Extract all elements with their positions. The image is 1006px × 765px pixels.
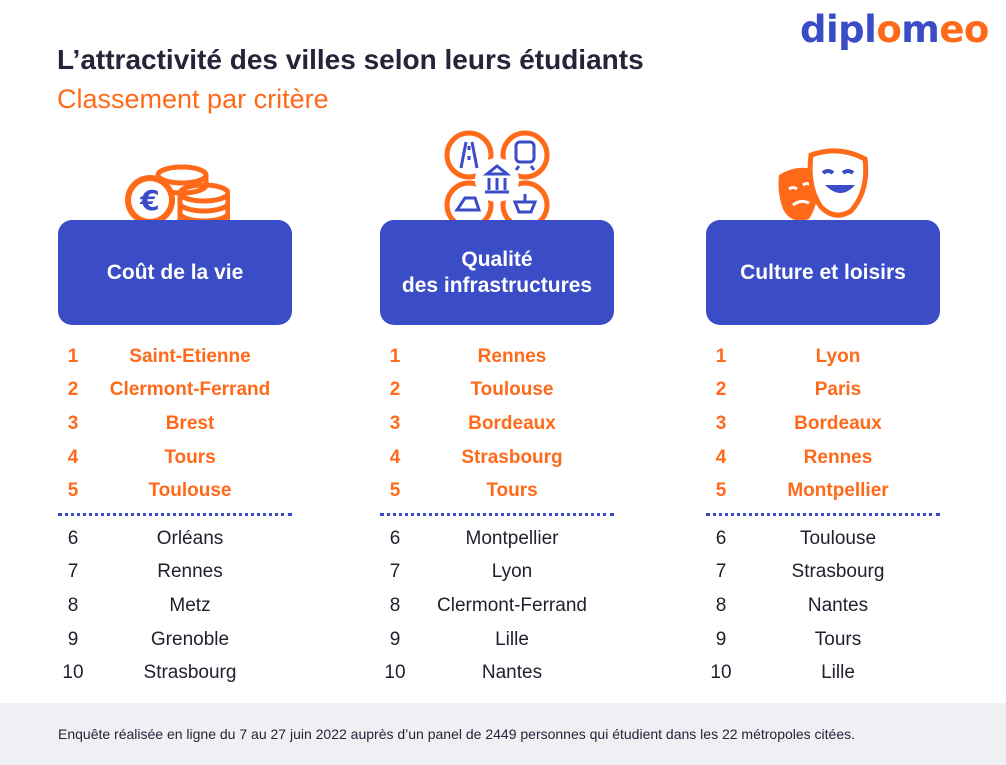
list-item: 3 Bordeaux [715,412,882,434]
list-item: 10 Nantes [384,662,543,684]
list-item: 2 Toulouse [389,379,554,401]
list-item: 8 Clermont-Ferrand [389,594,587,616]
list-item: 4 Rennes [715,446,873,468]
transport-infrastructure-icon [444,130,550,230]
diplomeo-logo[interactable]: diplomeo [800,8,989,51]
dotted-divider [706,508,940,516]
ranking-list: 1 Lyon 2 Paris 3 Bordeaux 4 Rennes 5 Montpell… [706,340,940,690]
theater-masks-icon [778,148,869,221]
list-item: 2 Paris [715,379,862,401]
list-item: 7 Strasbourg [715,561,885,583]
ranking-list: 1 Rennes 2 Toulouse 3 Bordeaux 4 Strasbourg … [380,340,614,690]
list-item: 4 Strasbourg [389,446,563,468]
list-item: 6 Toulouse [715,527,877,549]
heading-cost-of-living: Coût de la vie [58,220,292,325]
heading-infrastructure: Qualité des infrastructures [380,220,614,325]
dotted-divider [58,508,292,516]
column-infrastructure: Qualité des infrastructures 1 Rennes 2 Toul… [380,130,614,700]
list-item: 8 Nantes [715,594,869,616]
survey-footnote: Enquête réalisée en ligne du 7 au 27 jui… [0,703,1006,765]
list-item: 6 Orléans [67,527,224,549]
list-item: 4 Tours [67,446,216,468]
page-title: L’attractivité des villes selon leurs ét… [57,44,644,75]
ranking-list: 1 Saint-Etienne 2 Clermont-Ferrand 3 Brest … [58,340,292,690]
column-cost-of-living: € Coût de la vie 1 Saint-Etienne 2 Clermon… [58,140,292,700]
list-item: 1 Saint-Etienne [67,345,251,367]
list-item: 8 Metz [67,594,211,616]
list-item: 7 Lyon [389,561,533,583]
list-item: 1 Rennes [389,345,547,367]
column-culture-leisure: Culture et loisirs 1 Lyon 2 Paris 3 Bordeau… [706,140,940,700]
list-item: 2 Clermont-Ferrand [67,379,271,401]
list-item: 6 Montpellier [389,527,559,549]
dotted-divider [380,508,614,516]
list-item: 10 Strasbourg [62,662,237,684]
heading-culture-leisure: Culture et loisirs [706,220,940,325]
list-item: 3 Bordeaux [389,412,556,434]
list-item: 5 Tours [389,480,538,502]
list-item: 1 Lyon [715,345,861,367]
list-item: 7 Rennes [67,561,223,583]
list-item: 9 Lille [389,628,529,650]
list-item: 9 Tours [715,628,862,650]
svg-text:€: € [139,184,159,217]
list-item: 9 Grenoble [67,628,230,650]
list-item: 5 Montpellier [715,480,889,502]
page-subtitle: Classement par critère [57,84,329,114]
list-item: 5 Toulouse [67,480,232,502]
list-item: 3 Brest [67,412,215,434]
list-item: 10 Lille [710,662,855,684]
